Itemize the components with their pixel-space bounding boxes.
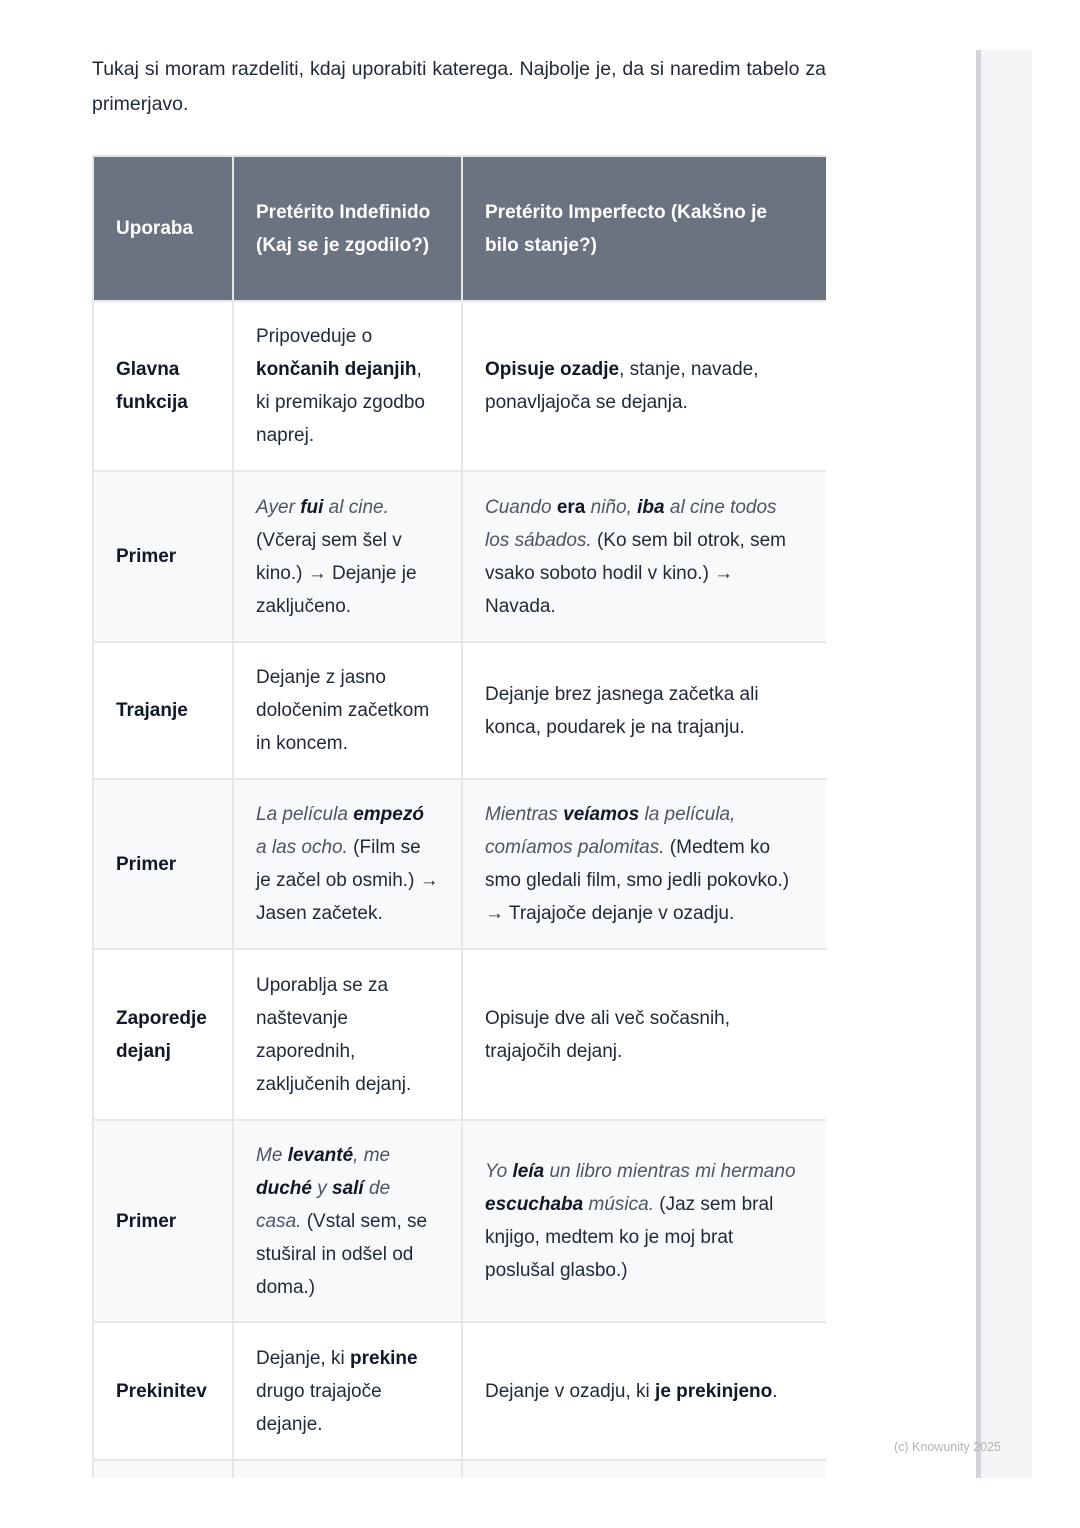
text-segment: , me xyxy=(353,1144,391,1166)
watermark: (c) Knowunity 2025 xyxy=(894,1440,1002,1454)
text-segment: era xyxy=(556,496,586,518)
cell-indefinido: Dejanje, ki prekine drugo trajajoče deja… xyxy=(232,1321,463,1461)
text-segment: je prekinjeno xyxy=(655,1380,773,1402)
row-label: Zaporedje dejanj xyxy=(92,948,234,1121)
text-segment: Opisuje ozadje xyxy=(485,359,620,380)
text-segment: (Vstal sem, se stuširal in odšel od doma… xyxy=(256,1210,428,1298)
text-segment: (Film se je začel ob osmih.) → Jasen zač… xyxy=(256,837,439,924)
table-row: Trajanje Dejanje z jasno določenim začetk… xyxy=(92,641,826,780)
text-segment: (Jaz sem bral knjigo, medtem ko je moj b… xyxy=(485,1194,774,1281)
cell-indefinido: Dejanje z jasno določenim začetkom in ko… xyxy=(232,641,463,780)
empty-cell xyxy=(232,1459,463,1478)
cell-imperfecto: Mientras veíamos la película, comíamos p… xyxy=(461,778,826,950)
text-segment: Pripoveduje o xyxy=(256,326,373,347)
text-segment: de casa. xyxy=(256,1177,391,1232)
text-segment: empezó xyxy=(353,804,424,825)
cell-indefinido: Ayer fui al cine. (Včeraj sem šel v kino… xyxy=(232,470,463,643)
text-segment: salí xyxy=(332,1177,364,1199)
text-segment: (Včeraj sem šel v kino.) → Dejanje je za… xyxy=(256,529,417,617)
text-segment: duché xyxy=(256,1177,312,1199)
cell-indefinido: Pripoveduje o končanih dejanjih, ki prem… xyxy=(232,300,463,472)
table-row: Primer Me levanté, me duché y salí de cas… xyxy=(92,1119,826,1323)
row-label: Primer xyxy=(92,1119,234,1323)
empty-cell xyxy=(92,1459,234,1478)
text-segment: al cine todos los sábados. xyxy=(485,496,777,551)
cell-indefinido: La película empezó a las ocho. (Film se … xyxy=(232,778,463,950)
text-segment: al cine. xyxy=(323,496,389,518)
comparison-table: Uporaba Pretérito Indefinido (Kaj se je … xyxy=(92,155,826,1478)
intro-paragraph: Tukaj si moram razdeliti, kdaj uporabiti… xyxy=(92,58,826,115)
text-segment: La película xyxy=(256,804,354,825)
text-segment: música. xyxy=(583,1194,654,1215)
header-indefinido: Pretérito Indefinido (Kaj se je zgodilo?… xyxy=(232,155,463,302)
text-segment: Yo xyxy=(485,1161,513,1182)
text-segment: niño, xyxy=(585,496,638,518)
row-label: Primer xyxy=(92,778,234,950)
cell-imperfecto: Opisuje ozadje, stanje, navade, ponavlja… xyxy=(461,300,826,472)
table-row: Zaporedje dejanj Uporablja se za naštevan… xyxy=(92,948,826,1121)
row-label: Prekinitev xyxy=(92,1321,234,1461)
row-label: Glavna funkcija xyxy=(92,300,234,472)
text-segment: leía xyxy=(512,1161,545,1182)
row-label: Primer xyxy=(92,470,234,643)
table-header-row: Uporaba Pretérito Indefinido (Kaj se je … xyxy=(92,155,826,302)
cell-imperfecto: Cuando era niño, iba al cine todos los s… xyxy=(461,470,826,643)
text-segment: prekine xyxy=(350,1347,418,1369)
scrollbar-thumb[interactable] xyxy=(976,50,981,1478)
text-segment: Ayer xyxy=(256,496,301,518)
text-segment: iba xyxy=(637,496,665,518)
text-segment: , ki premikajo zgodbo naprej. xyxy=(256,359,425,446)
text-segment: . xyxy=(772,1380,778,1402)
cell-indefinido: Uporablja se za naštevanje zaporednih, z… xyxy=(232,948,463,1121)
text-segment: a las ocho. xyxy=(256,837,348,858)
table-row: Prekinitev Dejanje, ki prekine drugo traj… xyxy=(92,1321,826,1461)
cell-imperfecto: Yo leía un libro mientras mi hermano esc… xyxy=(461,1119,826,1323)
text-segment: drugo trajajoče dejanje. xyxy=(256,1380,382,1435)
empty-cell xyxy=(461,1459,826,1478)
table-row: Primer Ayer fui al cine. (Včeraj sem šel … xyxy=(92,470,826,643)
text-segment: Dejanje v ozadju, ki xyxy=(485,1380,656,1402)
text-segment: Cuando xyxy=(485,496,557,518)
text-segment: Me xyxy=(256,1144,288,1166)
text-segment: la película, comíamos palomitas. xyxy=(485,804,736,858)
text-segment: veíamos xyxy=(563,804,640,825)
cell-imperfecto: Opisuje dve ali več sočasnih, trajajočih… xyxy=(461,948,826,1121)
cell-imperfecto: Dejanje brez jasnega začetka ali konca, … xyxy=(461,641,826,780)
header-usage: Uporaba xyxy=(92,155,234,302)
table-row xyxy=(92,1459,826,1478)
text-segment: končanih dejanjih xyxy=(256,359,417,380)
comparison-table-container: Uporaba Pretérito Indefinido (Kaj se je … xyxy=(92,155,826,1478)
text-segment: un libro mientras mi hermano xyxy=(544,1161,796,1182)
text-segment: (Medtem ko smo gledali film, smo jedli p… xyxy=(485,837,790,924)
text-segment: Uporablja se za naštevanje zaporednih, z… xyxy=(256,974,412,1095)
text-segment: levanté xyxy=(287,1144,354,1166)
header-imperfecto: Pretérito Imperfecto (Kakšno je bilo sta… xyxy=(461,155,826,302)
text-segment: , stanje, navade, ponavljajoča se dejanj… xyxy=(485,359,759,413)
text-segment: Dejanje, ki xyxy=(256,1347,350,1369)
text-segment: fui xyxy=(300,496,324,518)
table-row: Glavna funkcija Pripoveduje o končanih de… xyxy=(92,300,826,472)
scrollbar-track[interactable] xyxy=(976,50,1032,1478)
text-segment: (Ko sem bil otrok, sem vsako soboto hodi… xyxy=(485,529,786,617)
cell-imperfecto: Dejanje v ozadju, ki je prekinjeno. xyxy=(461,1321,826,1461)
text-segment: Dejanje z jasno določenim začetkom in ko… xyxy=(256,667,430,754)
text-segment: Dejanje brez jasnega začetka ali konca, … xyxy=(485,683,759,738)
row-label: Trajanje xyxy=(92,641,234,780)
text-segment: y xyxy=(311,1177,333,1199)
cell-indefinido: Me levanté, me duché y salí de casa. (Vs… xyxy=(232,1119,463,1323)
text-segment: Opisuje dve ali več sočasnih, trajajočih… xyxy=(485,1007,731,1062)
text-segment: escuchaba xyxy=(485,1194,584,1215)
text-segment: Mientras xyxy=(485,804,564,825)
table-row: Primer La película empezó a las ocho. (Fi… xyxy=(92,778,826,950)
